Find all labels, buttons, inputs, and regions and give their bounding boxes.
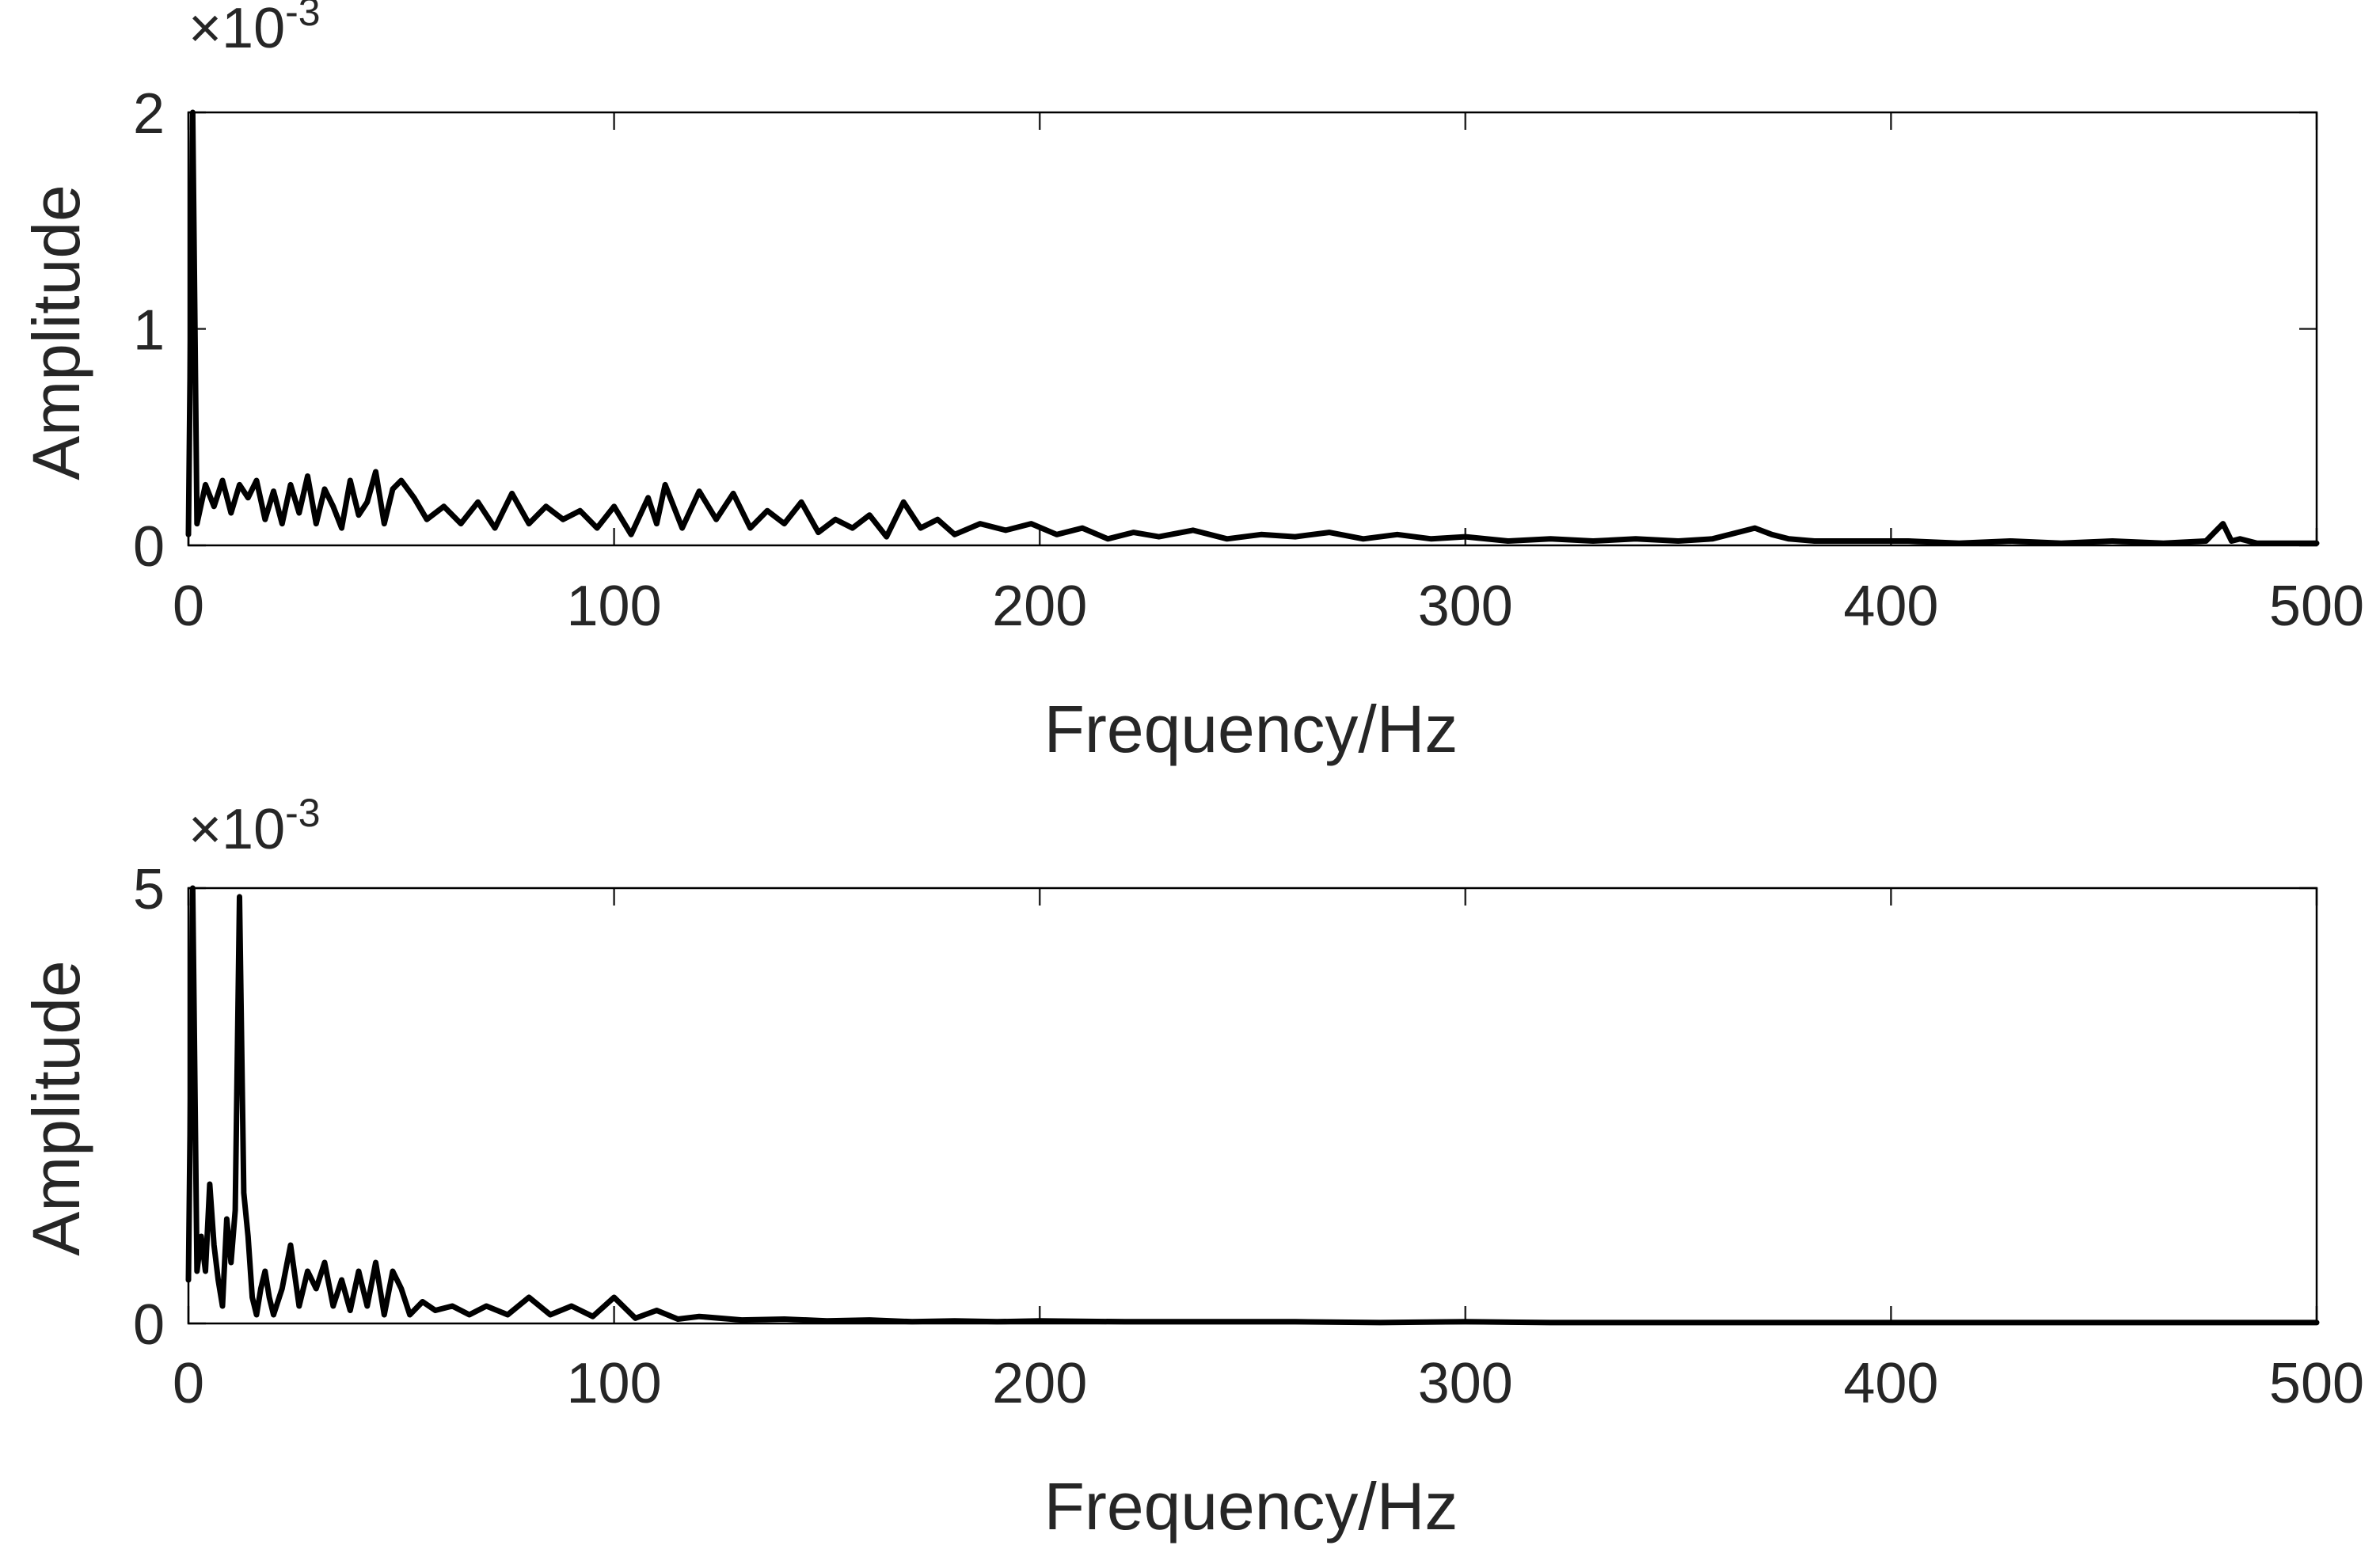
bottom-y-exponent-base: ×10 — [188, 798, 285, 861]
top-ticks: 0 100 200 300 400 500 0 1 2 — [133, 82, 2364, 638]
bottom-x-tick-label: 200 — [992, 1352, 1087, 1415]
subplot-top: ×10-3 Amplitude Frequency/Hz 0 100 200 300 4… — [19, 0, 2364, 766]
top-axes-box — [187, 111, 2318, 547]
bottom-y-tick-label: 5 — [133, 858, 165, 921]
top-x-tick-label: 500 — [2269, 575, 2364, 638]
top-x-tick-label: 200 — [992, 575, 1087, 638]
top-x-tick-label: 400 — [1843, 575, 1938, 638]
top-y-tick-label: 1 — [133, 299, 165, 363]
top-x-tick-label: 0 — [173, 575, 204, 638]
top-series-line — [185, 109, 2320, 546]
top-y-tick-label: 2 — [133, 82, 165, 146]
bottom-x-tick-label: 400 — [1843, 1352, 1938, 1415]
top-x-tick-label: 100 — [567, 575, 662, 638]
bottom-x-axis-label: Frequency/Hz — [1044, 1469, 1458, 1544]
top-y-exponent-base: ×10 — [188, 0, 285, 60]
bottom-x-tick-label: 100 — [567, 1352, 662, 1415]
bottom-ticks: 0 100 200 300 400 500 0 5 — [133, 858, 2364, 1415]
subplot-bottom: ×10-3 Amplitude Frequency/Hz 0 100 200 300 4… — [19, 791, 2364, 1544]
bottom-y-exponent-power: -3 — [285, 791, 320, 835]
top-y-exponent: ×10-3 — [188, 0, 321, 60]
bottom-y-tick-label: 0 — [133, 1293, 165, 1357]
bottom-y-exponent: ×10-3 — [188, 791, 321, 861]
top-x-tick-label: 300 — [1418, 575, 1513, 638]
bottom-y-axis-label: Amplitude — [19, 960, 93, 1256]
bottom-x-tick-label: 0 — [173, 1352, 204, 1415]
top-y-exponent-power: -3 — [285, 0, 320, 34]
bottom-x-tick-label: 500 — [2269, 1352, 2364, 1415]
top-y-tick-label: 0 — [133, 515, 165, 579]
bottom-axes-box — [187, 887, 2318, 1325]
bottom-x-tick-label: 300 — [1418, 1352, 1513, 1415]
top-y-axis-label: Amplitude — [19, 184, 93, 480]
top-x-axis-label: Frequency/Hz — [1044, 692, 1458, 766]
bottom-series-line — [185, 885, 2320, 1326]
